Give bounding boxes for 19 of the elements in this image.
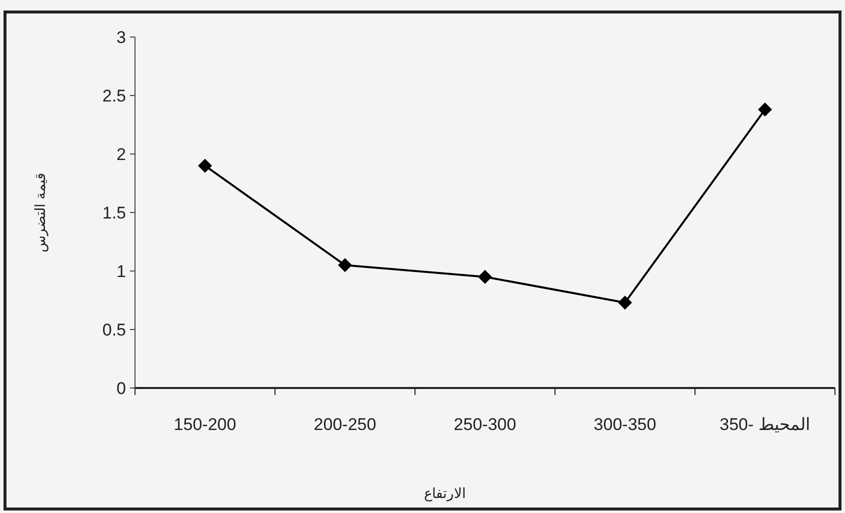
x-tick-label: 300-350 [594,415,656,434]
y-tick-label: 0.5 [102,320,126,340]
y-tick-label: 1 [116,262,126,281]
y-tick-label: 0 [116,379,126,398]
point [198,158,212,173]
x-tick-label: 150-200 [174,415,236,434]
y-tick-label: 1.5 [102,204,126,222]
point [758,102,772,117]
point [478,270,492,284]
y-axis-title: قيمة التضرس [32,172,49,252]
x-tick-label: 250-300 [454,415,516,434]
y-tick-label: 2.5 [102,86,126,106]
point [618,296,632,310]
x-tick-label: 200-250 [314,415,376,434]
y-tick-label: 2 [116,145,126,164]
x-axis-title: الارتفاع [424,485,466,502]
point [338,258,352,272]
x-tick-label: 350- المحيط [720,415,810,434]
y-tick-label: 3 [116,28,126,47]
